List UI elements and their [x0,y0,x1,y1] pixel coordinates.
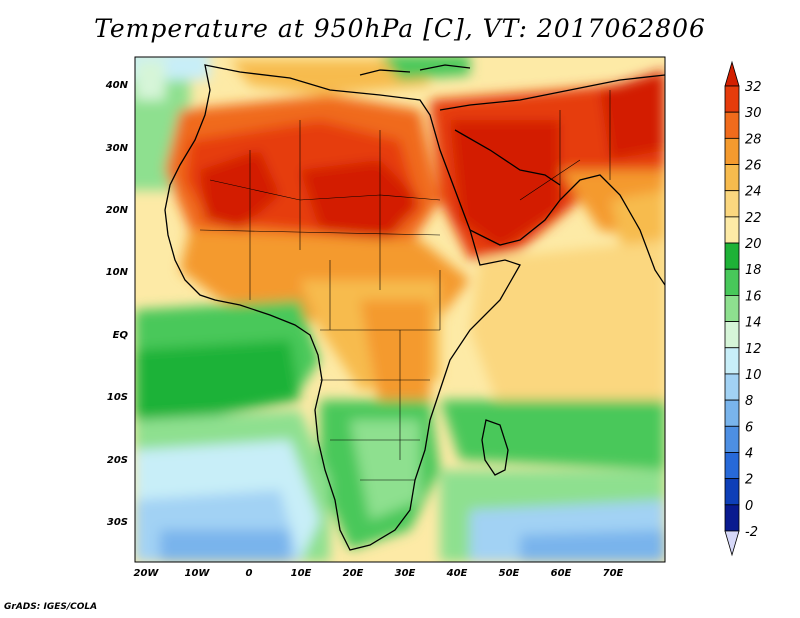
colorbar-label: 12 [745,342,762,357]
lat-tick-label: 30N [106,143,129,154]
lon-tick-label: 10W [185,568,211,579]
lon-tick-label: 60E [551,568,572,579]
colorbar-swatch [724,295,740,322]
temperature-field [135,57,665,562]
colorbar-label: 10 [745,368,762,383]
colorbar-swatch [724,85,740,113]
latitude-axis: 40N 30N 20N 10N EQ 10S 20S 30S [105,80,129,528]
lon-tick-label: 40E [446,568,468,579]
lat-tick-label: EQ [113,330,129,341]
lon-tick-label: 70E [603,568,624,579]
lon-tick-label: 30E [395,568,416,579]
colorbar-swatch [724,373,740,401]
colorbar-label: -2 [745,525,758,540]
colorbar-label: 16 [745,289,762,304]
lon-tick-label: 20W [134,568,160,579]
colorbar-label: 32 [745,80,762,95]
colorbar-swatch [724,190,740,218]
colorbar-swatch [724,347,740,375]
longitude-axis: 20W 10W 0 10E 20E 30E 40E 50E 60E 70E [134,568,624,579]
colorbar-swatch [724,399,740,427]
colorbar-swatch [724,452,740,480]
colorbar-label: 24 [745,185,762,200]
colorbar-label: 2 [745,473,753,488]
colorbar-swatch [724,164,740,192]
colorbar-label: 14 [745,316,762,331]
colorbar-label: 26 [745,159,762,174]
colorbar-label: 18 [745,263,762,278]
lat-tick-label: 20N [106,205,129,216]
lon-tick-label: 50E [499,568,520,579]
colorbar-label: 22 [745,211,762,226]
colorbar-swatch [724,478,740,506]
country-borders [199,90,611,481]
grads-credit: GrADS: IGES/COLA [4,602,98,612]
colorbar-label: 8 [745,394,753,409]
colorbar-swatch [724,425,740,453]
colorbar-swatch [724,111,740,139]
colorbar-label: 0 [745,499,753,514]
lat-tick-label: 10N [106,267,129,278]
lon-tick-label: 0 [246,568,253,579]
colorbar-swatch [724,137,740,165]
lon-tick-label: 10E [291,568,312,579]
colorbar-min-arrow [724,530,740,557]
colorbar-swatch [724,504,740,532]
colorbar-label: 6 [745,420,753,435]
colorbar-swatch [724,268,740,296]
colorbar-label: 28 [745,132,762,147]
colorbar-max-arrow [724,60,740,87]
plot-frame [134,56,666,563]
map-title: Temperature at 950hPa [C], VT: 201706280… [94,14,706,43]
colorbar-swatch [724,321,740,349]
lat-tick-label: 20S [107,455,128,466]
lat-tick-label: 30S [107,517,128,528]
coastlines [164,64,665,551]
colorbar-swatch [724,242,740,270]
colorbar-swatch [724,216,740,244]
colorbar-label: 4 [745,446,753,461]
lat-tick-label: 10S [107,392,128,403]
lon-tick-label: 20E [343,568,364,579]
lat-tick-label: 40N [105,80,129,91]
colorbar-label: 20 [745,237,762,252]
colorbar-label: 30 [745,106,762,121]
